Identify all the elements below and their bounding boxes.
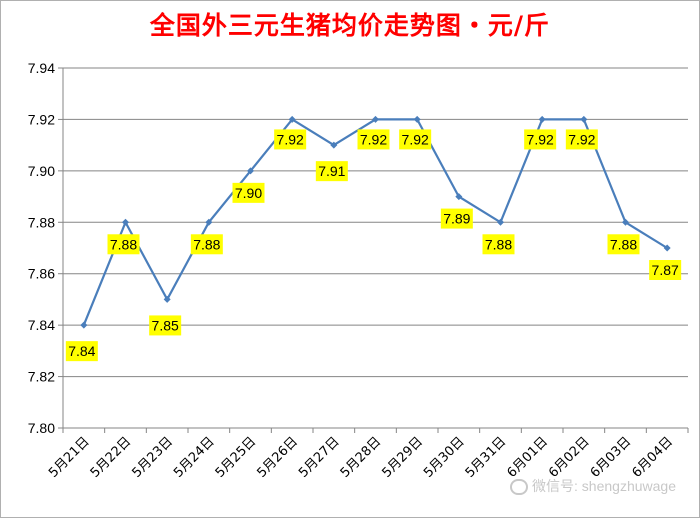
data-label-box: [649, 260, 682, 280]
x-tick-label: 5月31日: [463, 434, 510, 481]
data-point: [330, 141, 338, 149]
data-label-box: [565, 129, 598, 150]
x-tick-label: 6月04日: [629, 434, 676, 481]
data-label: 7.90: [235, 185, 262, 201]
data-label: 7.84: [68, 343, 95, 359]
x-tick-label: 5月24日: [171, 434, 218, 481]
data-label-box: [107, 234, 140, 255]
data-point: [247, 167, 254, 175]
watermark: 微信号: shengzhuwage: [510, 476, 676, 496]
y-tick-label: 7.94: [28, 60, 55, 76]
data-label: 7.92: [568, 131, 595, 147]
data-point: [663, 244, 671, 252]
data-point: [497, 218, 504, 226]
y-tick-label: 7.90: [28, 163, 55, 179]
data-label: 7.92: [360, 131, 387, 147]
data-point: [538, 115, 546, 123]
x-tick-label: 5月25日: [213, 434, 260, 481]
data-label: 7.92: [527, 131, 554, 147]
data-point: [80, 321, 88, 329]
x-tick-label: 5月26日: [254, 434, 301, 481]
data-label-box: [440, 208, 473, 229]
data-label-box: [524, 129, 557, 150]
y-tick-label: 7.88: [28, 214, 55, 230]
data-point: [372, 115, 379, 123]
y-tick-label: 7.82: [28, 369, 55, 385]
chart-title: 全国外三元生猪均价走势图・元/斤: [149, 11, 551, 40]
x-tick-label: 5月21日: [46, 434, 93, 481]
watermark-text: 微信号: shengzhuwage: [532, 478, 676, 494]
x-tick-labels: 5月21日5月22日5月23日5月24日5月25日5月26日5月27日5月28日…: [46, 434, 676, 481]
data-label-box: [149, 315, 182, 336]
data-label-box: [607, 234, 640, 255]
y-tick-label: 7.84: [28, 317, 55, 333]
y-tick-labels: 7.80 7.82 7.84 7.86 7.88 7.90 7.92 7.94: [28, 60, 55, 436]
data-label-box: [357, 129, 390, 150]
data-point: [580, 115, 588, 123]
x-tick-label: 5月23日: [129, 434, 176, 481]
data-label: 7.89: [443, 211, 470, 227]
data-label-box: [232, 182, 265, 203]
data-point: [288, 115, 296, 123]
data-label: 7.92: [277, 131, 304, 147]
x-tick-label: 5月22日: [88, 434, 135, 481]
data-label: 7.88: [610, 236, 637, 252]
x-tick-label: 5月29日: [379, 434, 426, 481]
x-tick-label: 5月30日: [421, 434, 468, 481]
data-point: [413, 115, 421, 123]
data-label-box: [65, 341, 98, 362]
y-tick-label: 7.92: [28, 111, 55, 127]
data-label-box: [274, 129, 307, 150]
data-point: [622, 218, 629, 226]
data-label: 7.91: [318, 163, 345, 179]
y-tick-label: 7.80: [28, 420, 55, 436]
data-point: [122, 218, 129, 226]
x-tick-label: 6月01日: [504, 434, 551, 481]
y-tick-label: 7.86: [28, 266, 55, 282]
data-label: 7.92: [402, 131, 429, 147]
data-label-box: [399, 129, 432, 150]
x-tick-label: 5月27日: [296, 434, 343, 481]
data-label-box: [190, 234, 223, 255]
x-tick-label: 5月28日: [338, 434, 385, 481]
data-label: 7.88: [110, 236, 137, 252]
x-tick-label: 6月02日: [546, 434, 593, 481]
data-label: 7.87: [652, 262, 679, 278]
axes: [58, 67, 689, 433]
data-label-box: [315, 161, 348, 182]
data-point: [163, 295, 171, 303]
data-label: 7.88: [485, 236, 512, 252]
data-point: [205, 218, 213, 226]
data-label: 7.88: [193, 236, 220, 252]
series-points: [80, 115, 671, 329]
data-point: [455, 193, 463, 201]
data-label-box: [482, 234, 515, 255]
data-label: 7.85: [152, 317, 179, 333]
data-labels: 7.84 7.88 7.85 7.88 7.90 7.92 7.91 7.92 7.92 7.89…: [65, 129, 682, 362]
x-tick-label: 6月03日: [588, 434, 635, 481]
wechat-icon: [510, 479, 529, 496]
